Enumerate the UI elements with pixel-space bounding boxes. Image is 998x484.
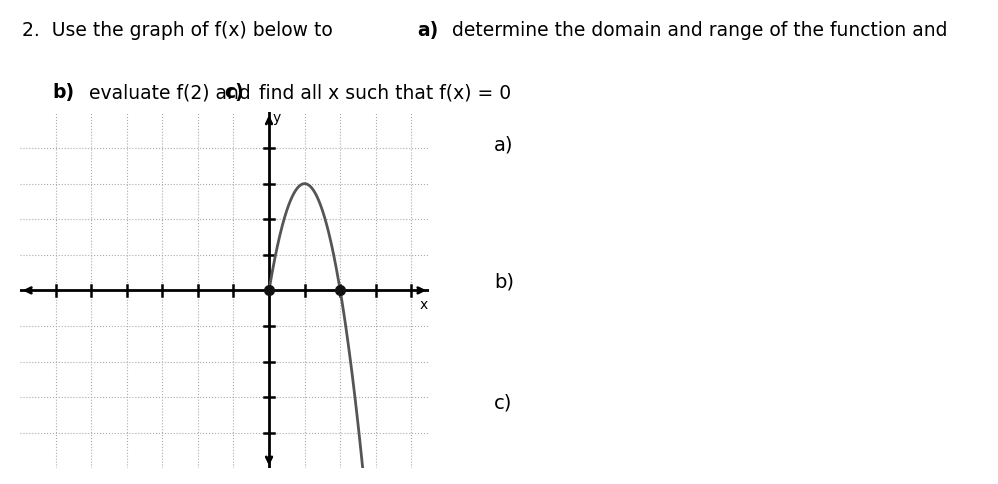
Text: find all x such that f(x) = 0: find all x such that f(x) = 0 xyxy=(253,83,512,102)
Text: c): c) xyxy=(494,393,512,412)
Text: b): b) xyxy=(52,83,74,102)
Text: determine the domain and range of the function and: determine the domain and range of the fu… xyxy=(446,21,948,40)
Text: y: y xyxy=(272,111,281,125)
Text: b): b) xyxy=(494,272,514,291)
Text: a): a) xyxy=(417,21,438,40)
Text: a): a) xyxy=(494,136,514,155)
Text: evaluate f(2) and: evaluate f(2) and xyxy=(83,83,256,102)
Text: c): c) xyxy=(225,83,245,102)
Text: x: x xyxy=(420,298,428,312)
Text: 2.  Use the graph of f(x) below to: 2. Use the graph of f(x) below to xyxy=(22,21,338,40)
